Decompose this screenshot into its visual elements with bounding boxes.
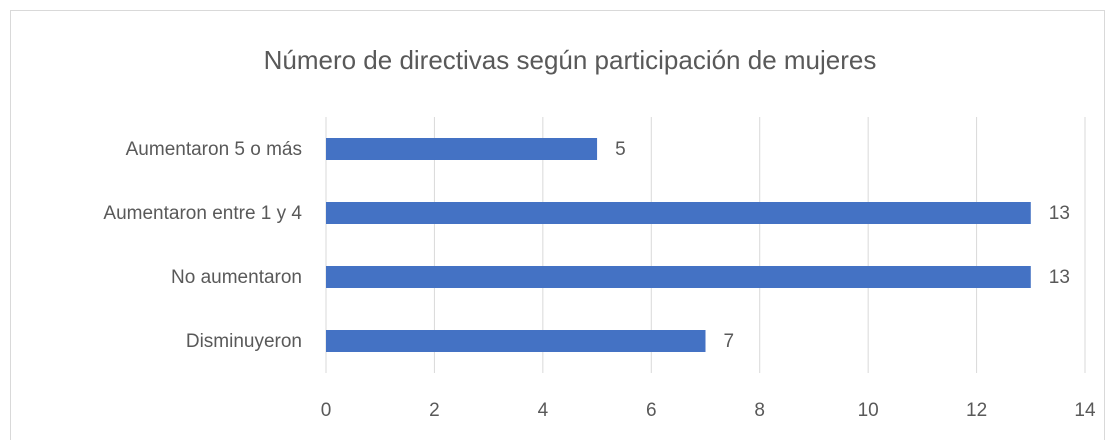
x-tick-label: 0 — [321, 400, 332, 421]
bar — [326, 330, 706, 352]
bar — [326, 138, 598, 160]
y-tick-label: No aumentaron — [171, 267, 302, 288]
y-tick-label: Disminuyeron — [186, 331, 302, 352]
y-tick-label: Aumentaron entre 1 y 4 — [103, 203, 302, 224]
data-label: 5 — [615, 139, 626, 160]
data-label: 7 — [724, 331, 735, 352]
x-tick-label: 14 — [1074, 400, 1096, 421]
x-tick-label: 4 — [538, 400, 549, 421]
bar — [326, 202, 1031, 224]
y-tick-label: Aumentaron 5 o más — [126, 139, 302, 160]
bar — [326, 266, 1031, 288]
x-tick-label: 6 — [646, 400, 657, 421]
chart-title: Número de directivas según participación… — [264, 45, 877, 75]
x-tick-label: 12 — [966, 400, 987, 421]
x-tick-label: 10 — [858, 400, 879, 421]
data-label: 13 — [1049, 267, 1070, 288]
chart-frame — [10, 10, 1105, 440]
x-tick-label: 8 — [754, 400, 765, 421]
data-label: 13 — [1049, 203, 1070, 224]
x-tick-label: 2 — [429, 400, 440, 421]
